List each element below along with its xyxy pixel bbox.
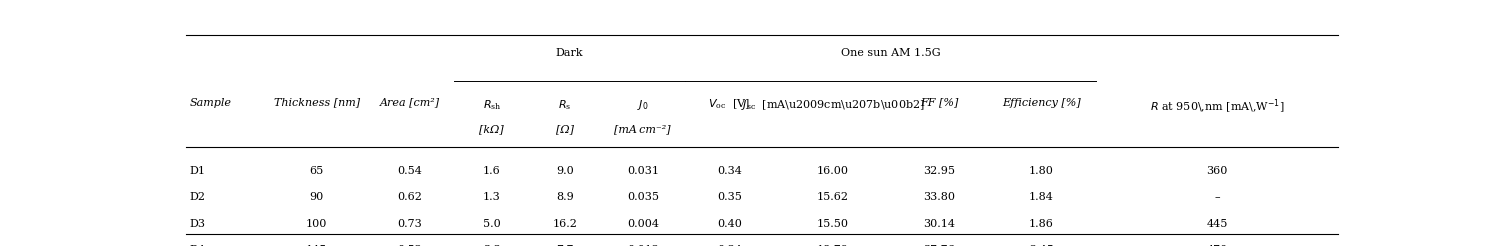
Text: 1.80: 1.80: [1029, 166, 1054, 176]
Text: 1.84: 1.84: [1029, 192, 1054, 202]
Text: 0.34: 0.34: [717, 166, 742, 176]
Text: 0.004: 0.004: [628, 219, 659, 229]
Text: 0.62: 0.62: [397, 192, 422, 202]
Text: 1.86: 1.86: [1029, 219, 1054, 229]
Text: FF [%]: FF [%]: [920, 98, 958, 108]
Text: 15.50: 15.50: [816, 219, 849, 229]
Text: $R_{\mathregular{s}}$: $R_{\mathregular{s}}$: [558, 98, 571, 111]
Text: 0.54: 0.54: [397, 166, 422, 176]
Text: [mA cm⁻²]: [mA cm⁻²]: [614, 124, 671, 134]
Text: 0.035: 0.035: [628, 192, 659, 202]
Text: [Ω]: [Ω]: [556, 124, 574, 134]
Text: 445: 445: [1206, 219, 1228, 229]
Text: 1.3: 1.3: [483, 192, 501, 202]
Text: D3: D3: [189, 219, 205, 229]
Text: $J_0$: $J_0$: [636, 98, 648, 112]
Text: [kΩ]: [kΩ]: [479, 124, 504, 134]
Text: 15.62: 15.62: [816, 192, 849, 202]
Text: One sun AM 1.5G: One sun AM 1.5G: [840, 48, 940, 59]
Text: $V_{\mathregular{oc}}$  [V]: $V_{\mathregular{oc}}$ [V]: [708, 98, 749, 111]
Text: $R$ at 950\,nm [mA\,W$^{-1}$]: $R$ at 950\,nm [mA\,W$^{-1}$]: [1149, 98, 1285, 116]
Text: D1: D1: [189, 166, 205, 176]
Text: 8.9: 8.9: [556, 192, 574, 202]
Text: D2: D2: [189, 192, 205, 202]
Text: 0.031: 0.031: [628, 166, 659, 176]
Text: 32.95: 32.95: [923, 166, 955, 176]
Text: 90: 90: [309, 192, 324, 202]
Text: Sample: Sample: [189, 98, 232, 108]
Text: Efficiency [%]: Efficiency [%]: [1002, 98, 1081, 108]
Text: 5.0: 5.0: [483, 219, 501, 229]
Text: 0.40: 0.40: [717, 219, 742, 229]
Text: 1.6: 1.6: [483, 166, 501, 176]
Text: $R_{\mathregular{sh}}$: $R_{\mathregular{sh}}$: [483, 98, 501, 111]
Text: 16.00: 16.00: [816, 166, 849, 176]
Text: 0.73: 0.73: [397, 219, 422, 229]
Text: 9.0: 9.0: [556, 166, 574, 176]
Text: $J_{\mathregular{sc}}$  [mA\u2009cm\u207b\u00b2]: $J_{\mathregular{sc}}$ [mA\u2009cm\u207b…: [741, 98, 925, 112]
Text: Area [cm²]: Area [cm²]: [379, 98, 440, 108]
Text: 30.14: 30.14: [923, 219, 955, 229]
Text: Dark: Dark: [556, 48, 583, 59]
Text: Thickness [nm]: Thickness [nm]: [274, 98, 360, 108]
Text: 33.80: 33.80: [923, 192, 955, 202]
Text: 100: 100: [306, 219, 327, 229]
Text: 360: 360: [1206, 166, 1228, 176]
Text: 0.35: 0.35: [717, 192, 742, 202]
Text: –: –: [1215, 192, 1221, 202]
Text: 16.2: 16.2: [553, 219, 577, 229]
Text: 65: 65: [309, 166, 324, 176]
